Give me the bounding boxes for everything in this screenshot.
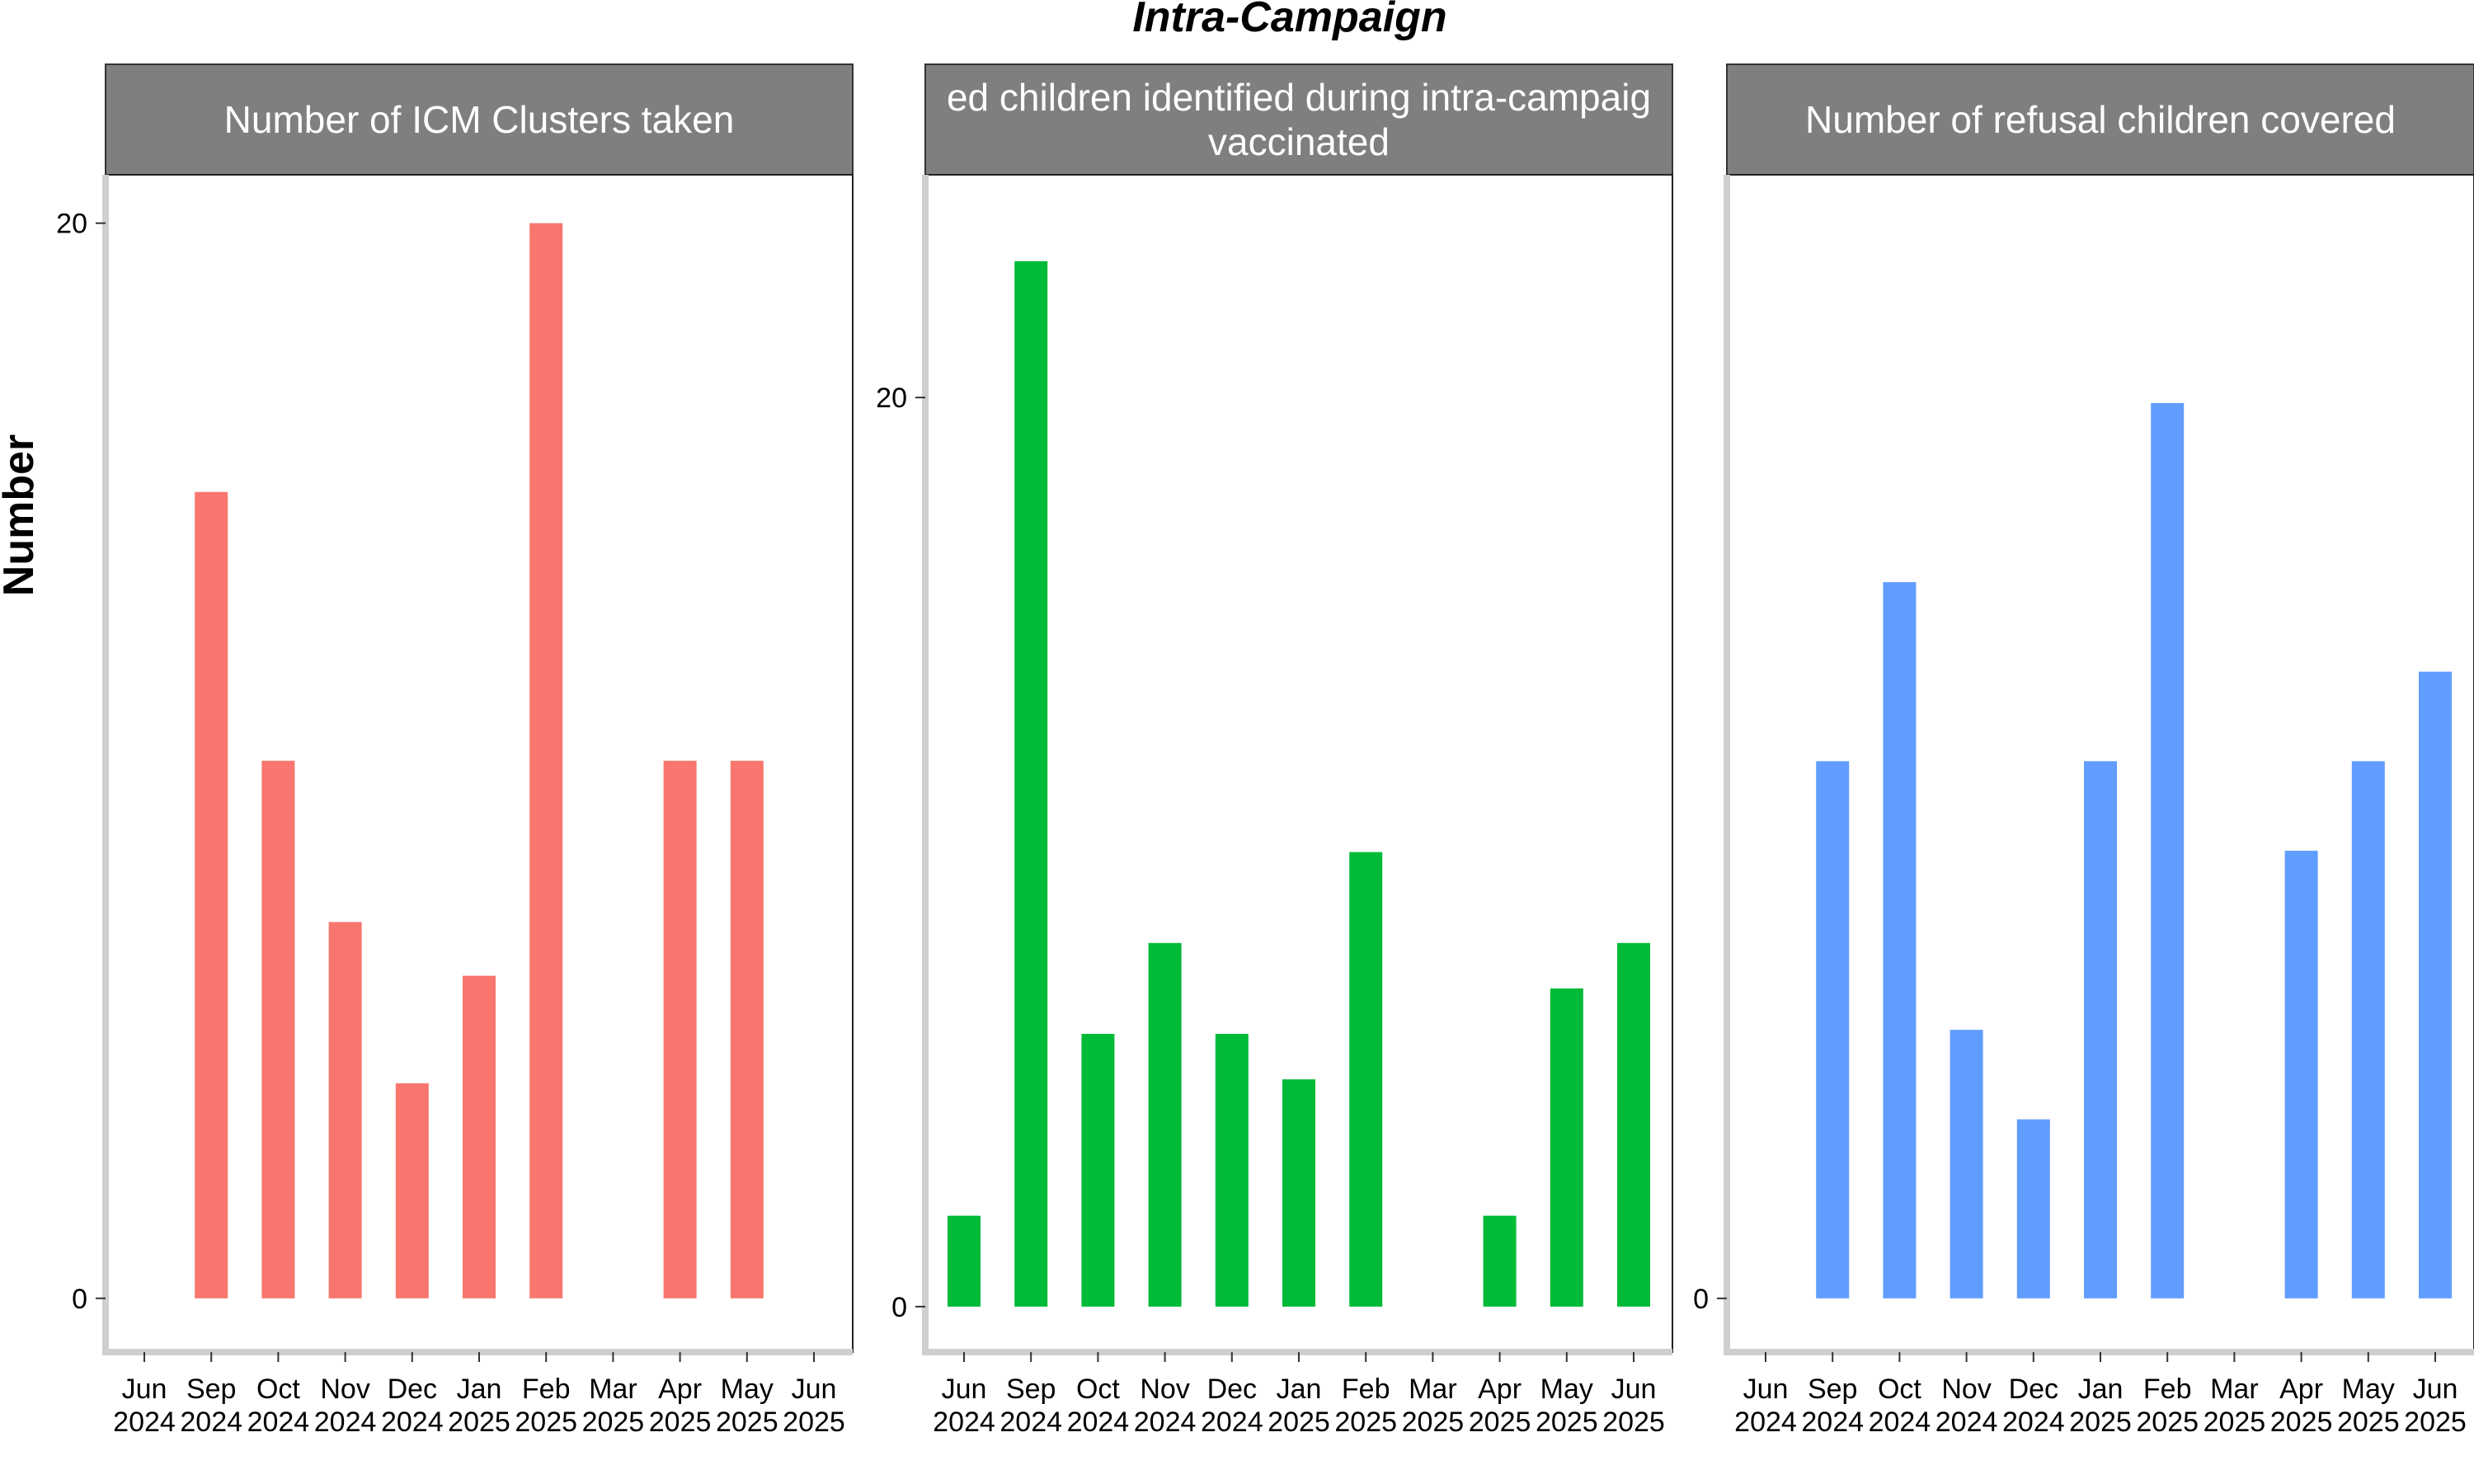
x-tick-label: Mar 2025 [582,1374,645,1438]
bar [261,760,295,1298]
bar [195,491,228,1298]
x-tick-label: Feb 2025 [1334,1374,1397,1438]
x-tick-label: Mar 2025 [1402,1374,1465,1438]
facet-strip-label: Number of ICM Clusters taken [224,98,735,141]
bar [529,223,563,1298]
x-tick-label: May 2025 [1536,1374,1598,1438]
bar [1282,1079,1315,1307]
chart-title: Intra-Campaign [1132,0,1446,41]
bar [1215,1034,1249,1307]
bar [2419,671,2452,1298]
panel-2: ed children identified during intra-camp… [876,63,1673,1438]
bar [1550,988,1583,1307]
bar [663,760,697,1298]
x-tick-label: Jan 2025 [1268,1374,1330,1438]
y-axis-title: Number [0,434,43,596]
bar [463,975,496,1298]
bar [730,760,764,1298]
x-tick-label: Dec 2024 [381,1374,444,1438]
x-tick-label: Jun 2024 [113,1374,176,1438]
x-tick-label: Apr 2025 [2270,1374,2333,1438]
x-tick-label: Oct 2024 [1067,1374,1130,1438]
x-tick-label: Nov 2024 [1935,1374,1998,1438]
y-tick-label: 0 [891,1292,907,1323]
x-tick-label: May 2025 [716,1374,778,1438]
x-tick-label: Mar 2025 [2204,1374,2266,1438]
x-tick-label: Apr 2025 [649,1374,712,1438]
facet-strip [924,63,1673,176]
x-tick-label: May 2025 [2337,1374,2400,1438]
bar [1349,852,1383,1307]
x-tick-label: Sep 2024 [180,1374,242,1438]
x-tick-label: Nov 2024 [314,1374,377,1438]
facet-strip-label: Number of refusal children covered [1805,98,2396,141]
bar [1617,942,1650,1307]
x-tick-label: Oct 2024 [1869,1374,1931,1438]
facet-strip [1726,63,2474,176]
bar [1148,942,1182,1307]
bar [2351,761,2385,1298]
bar [1483,1215,1517,1307]
x-tick-label: Jun 2024 [1734,1374,1797,1438]
bar [1883,582,1917,1298]
facet-strip-label: ed children identified during intra-camp… [947,76,1651,119]
bar [2084,761,2117,1298]
bar [328,922,362,1298]
x-tick-label: Jan 2025 [2069,1374,2132,1438]
x-tick-label: Oct 2024 [247,1374,310,1438]
x-tick-label: Jun 2024 [933,1374,995,1438]
y-tick-label: 0 [1693,1284,1709,1315]
panel-1: Number of ICM Clusters taken 0 20 Jun 2024Se… [56,63,854,1438]
facet-strip-label: vaccinated [1208,120,1390,163]
x-tick-label: Sep 2024 [999,1374,1062,1438]
bar [395,1082,429,1298]
x-tick-label: Feb 2025 [515,1374,577,1438]
x-tick-label: Sep 2024 [1801,1374,1864,1438]
x-tick-label: Jan 2025 [448,1374,510,1438]
x-tick-label: Dec 2024 [2002,1374,2065,1438]
x-tick-label: Feb 2025 [2136,1374,2199,1438]
bar [1081,1034,1115,1307]
x-tick-label: Dec 2024 [1201,1374,1263,1438]
bar [1816,761,1850,1298]
bar [1950,1030,1983,1298]
x-tick-label: Jun 2025 [1602,1374,1665,1438]
panel-3: Number of refusal children covered 0 Jun 20… [1693,63,2474,1438]
bar [2016,1119,2050,1298]
y-tick-label: 20 [876,383,907,414]
y-tick-label: 20 [56,209,87,240]
x-tick-label: Apr 2025 [1469,1374,1531,1438]
x-tick-label: Nov 2024 [1134,1374,1197,1438]
bar [948,1215,981,1307]
facet-strip [105,63,854,176]
bar [2284,850,2318,1298]
x-tick-label: Jun 2025 [2404,1374,2467,1438]
y-tick-label: 0 [72,1284,87,1315]
bar [1014,261,1048,1307]
x-tick-label: Jun 2025 [783,1374,845,1438]
bar [2151,402,2185,1298]
